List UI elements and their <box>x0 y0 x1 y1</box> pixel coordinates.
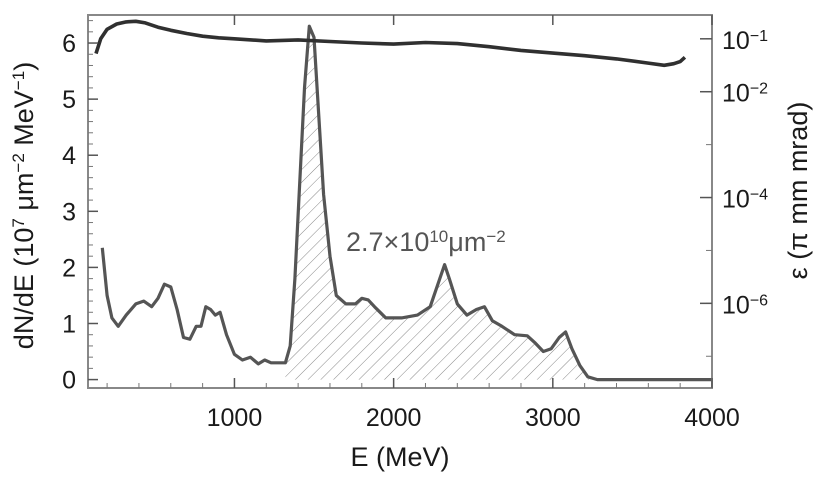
y2-tick-label-base: 10 <box>722 27 750 55</box>
y-axis-title-exp1: 7 <box>9 218 28 227</box>
y2-axis-title: ε (π mm mrad) <box>783 102 813 280</box>
annotation-exponent: 10 <box>429 227 448 246</box>
y2-tick-label: 10−4 <box>722 186 768 214</box>
y2-axis-ticks: 10−110−210−410−6 <box>700 27 768 319</box>
y2-tick-label-exponent: −2 <box>750 80 768 97</box>
y-tick-label: 4 <box>62 142 76 170</box>
charge-annotation: 2.7×1010μm−2 <box>346 227 506 258</box>
y2-tick-label-exponent: −6 <box>750 292 768 309</box>
annotation-base: 2.7×10 <box>346 227 429 257</box>
y-tick-label: 6 <box>62 30 76 58</box>
annotation-unit-exponent: −2 <box>486 227 505 246</box>
plot-area <box>87 14 713 389</box>
x-tick-label: 2000 <box>366 404 422 432</box>
y2-tick-label-base: 10 <box>722 80 750 108</box>
x-tick-label: 4000 <box>684 404 740 432</box>
y-axis-title-exp2: −2 <box>9 153 28 172</box>
y2-tick-label: 10−6 <box>722 291 768 319</box>
x-tick-label: 3000 <box>525 404 581 432</box>
plot-frame <box>87 14 713 389</box>
y-axis-title-prefix: dN/dE (10 <box>9 228 39 350</box>
y-axis-title-exp3: −1 <box>9 71 28 90</box>
y-tick-label: 2 <box>62 254 76 282</box>
spectrum-series-line <box>100 24 712 382</box>
y-axis-title-suffix: ) <box>9 62 39 71</box>
emittance-series-line <box>94 19 687 68</box>
y-axis-title: dN/dE (107 μm−2 MeV−1) <box>9 62 40 349</box>
y-axis-ticks: 0 1 2 3 4 5 6 <box>62 30 98 395</box>
spectrum-hatched-area <box>285 26 593 380</box>
y2-tick-label-base: 10 <box>722 291 750 319</box>
x-tick-label: 1000 <box>207 404 263 432</box>
y2-tick-label: 10−1 <box>722 27 768 55</box>
y2-tick-label: 10−2 <box>722 80 768 108</box>
minor-ticks <box>88 20 712 388</box>
y2-tick-label-exponent: −4 <box>750 186 768 203</box>
y-axis-title-mid1: μm <box>9 173 39 219</box>
annotation-unit: μm <box>448 227 486 257</box>
y-tick-label: 5 <box>62 86 76 114</box>
y-axis-title-mid2: MeV <box>9 90 39 153</box>
x-axis-title: E (MeV) <box>350 442 449 472</box>
y2-tick-label-base: 10 <box>722 186 750 214</box>
y-tick-label: 3 <box>62 198 76 226</box>
y-tick-label: 0 <box>62 367 76 395</box>
y-tick-label: 1 <box>62 310 76 338</box>
x-axis-ticks: 1000 2000 3000 4000 <box>207 15 740 432</box>
y2-tick-label-exponent: −1 <box>750 27 768 44</box>
